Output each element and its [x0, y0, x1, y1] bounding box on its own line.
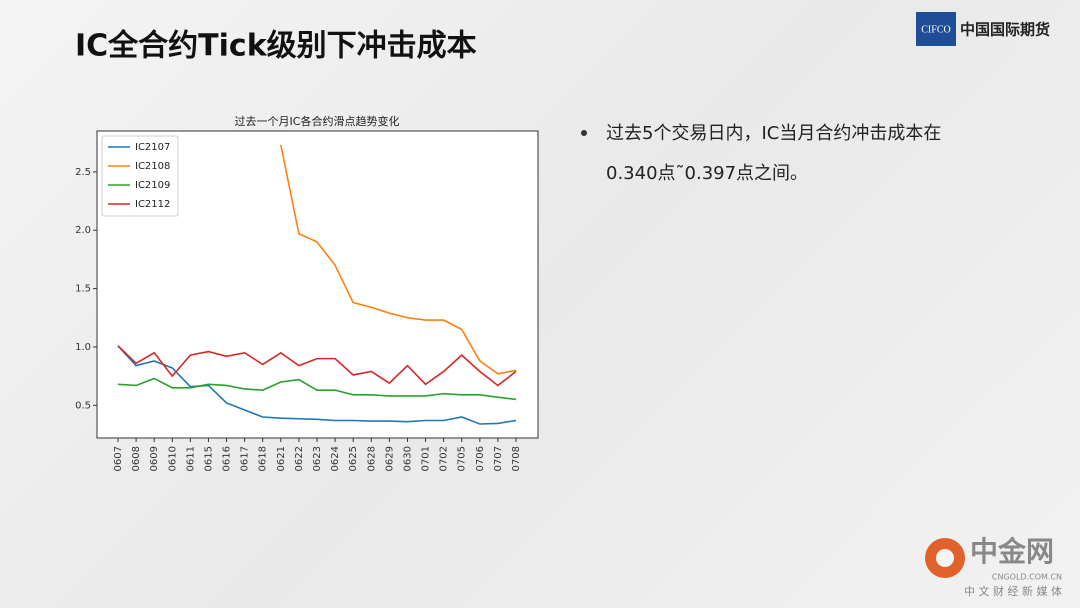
x-tick-label: 0628	[366, 446, 377, 471]
bullet-dot	[581, 130, 587, 136]
x-tick-label: 0611	[185, 446, 196, 471]
x-tick-label: 0705	[457, 446, 468, 471]
x-tick-label: 0607	[113, 446, 124, 471]
logo-text: 中国国际期货	[960, 21, 1050, 39]
x-tick-label: 0708	[511, 446, 522, 471]
y-tick-label: 1.5	[75, 284, 91, 295]
y-tick-label: 2.5	[75, 167, 91, 178]
x-tick-label: 0702	[439, 446, 450, 471]
legend-box	[101, 135, 179, 217]
x-tick-label: 0615	[203, 446, 214, 471]
x-tick-label: 0617	[240, 446, 251, 471]
chart-title: 过去一个月IC各合约滑点趋势变化	[235, 114, 400, 128]
watermark-url: CNGOLD.COM.CN	[992, 573, 1062, 582]
x-tick-label: 0629	[384, 446, 395, 471]
y-tick-label: 1.0	[75, 342, 91, 353]
x-tick-label: 0609	[149, 446, 160, 471]
legend-label: IC2107	[135, 142, 170, 153]
watermark-logo	[936, 549, 954, 567]
bullet-text: 过去5个交易日内，IC当月合约冲击成本在	[606, 123, 941, 144]
x-tick-label: 0623	[312, 446, 323, 471]
legend-label: IC2109	[135, 180, 170, 191]
x-tick-label: 0706	[475, 446, 486, 471]
watermark-name: 中金网	[970, 535, 1054, 568]
series-line	[117, 345, 517, 425]
x-tick-label: 0618	[258, 446, 269, 471]
logo-mark: CIFCO	[921, 24, 950, 35]
x-tick-label: 0616	[222, 446, 233, 471]
series-line	[280, 144, 517, 375]
x-tick-label: 0610	[167, 446, 178, 471]
x-tick-label: 0630	[402, 446, 413, 471]
bullet-text: 0.340点˜0.397点之间。	[606, 163, 808, 184]
series-line	[117, 377, 517, 401]
legend-label: IC2108	[135, 161, 170, 172]
x-tick-label: 0625	[348, 446, 359, 471]
y-tick-label: 0.5	[75, 400, 91, 411]
x-tick-label: 0701	[421, 446, 432, 471]
x-tick-label: 0624	[330, 446, 341, 471]
x-tick-label: 0621	[276, 446, 287, 471]
legend-label: IC2112	[135, 199, 170, 210]
watermark-slogan: 中 文 财 经 新 媒 体	[964, 584, 1062, 598]
series-line	[117, 345, 517, 387]
slide-title: IC全合约Tick级别下冲击成本	[75, 29, 477, 64]
x-tick-label: 0622	[294, 446, 305, 471]
x-tick-label: 0707	[493, 446, 504, 471]
x-tick-label: 0608	[131, 446, 142, 471]
y-tick-label: 2.0	[75, 225, 91, 236]
logo-box	[916, 12, 956, 46]
